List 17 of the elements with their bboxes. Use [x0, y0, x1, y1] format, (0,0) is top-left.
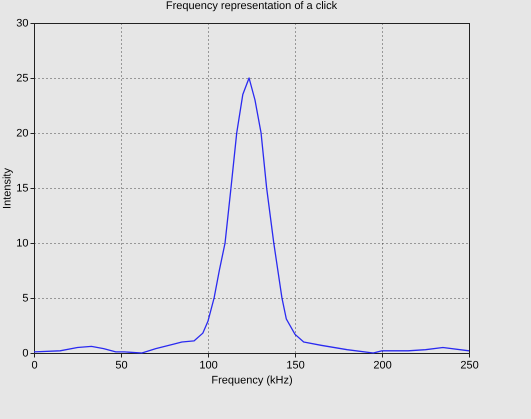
x-tick-label: 200 — [373, 360, 392, 372]
x-axis-title: Frequency (kHz) — [211, 374, 293, 386]
line-series — [33, 77, 470, 354]
y-tick-label: 0 — [22, 348, 28, 360]
x-tick-label: 50 — [115, 360, 128, 372]
y-tick-label: 15 — [16, 182, 28, 194]
y-tick-label: 30 — [16, 18, 28, 30]
y-tick-label: 5 — [22, 292, 28, 304]
x-tick-label: 150 — [286, 360, 305, 372]
y-tick-label: 20 — [16, 128, 28, 140]
y-tick-label: 10 — [16, 238, 28, 250]
x-tick-label: 100 — [199, 360, 218, 372]
x-tick-label: 0 — [31, 360, 38, 372]
x-tick-label: 250 — [460, 360, 479, 372]
y-tick-label: 25 — [16, 72, 28, 84]
y-axis-title: Intensity — [1, 168, 14, 209]
chart-title: Frequency representation of a click — [166, 0, 338, 12]
